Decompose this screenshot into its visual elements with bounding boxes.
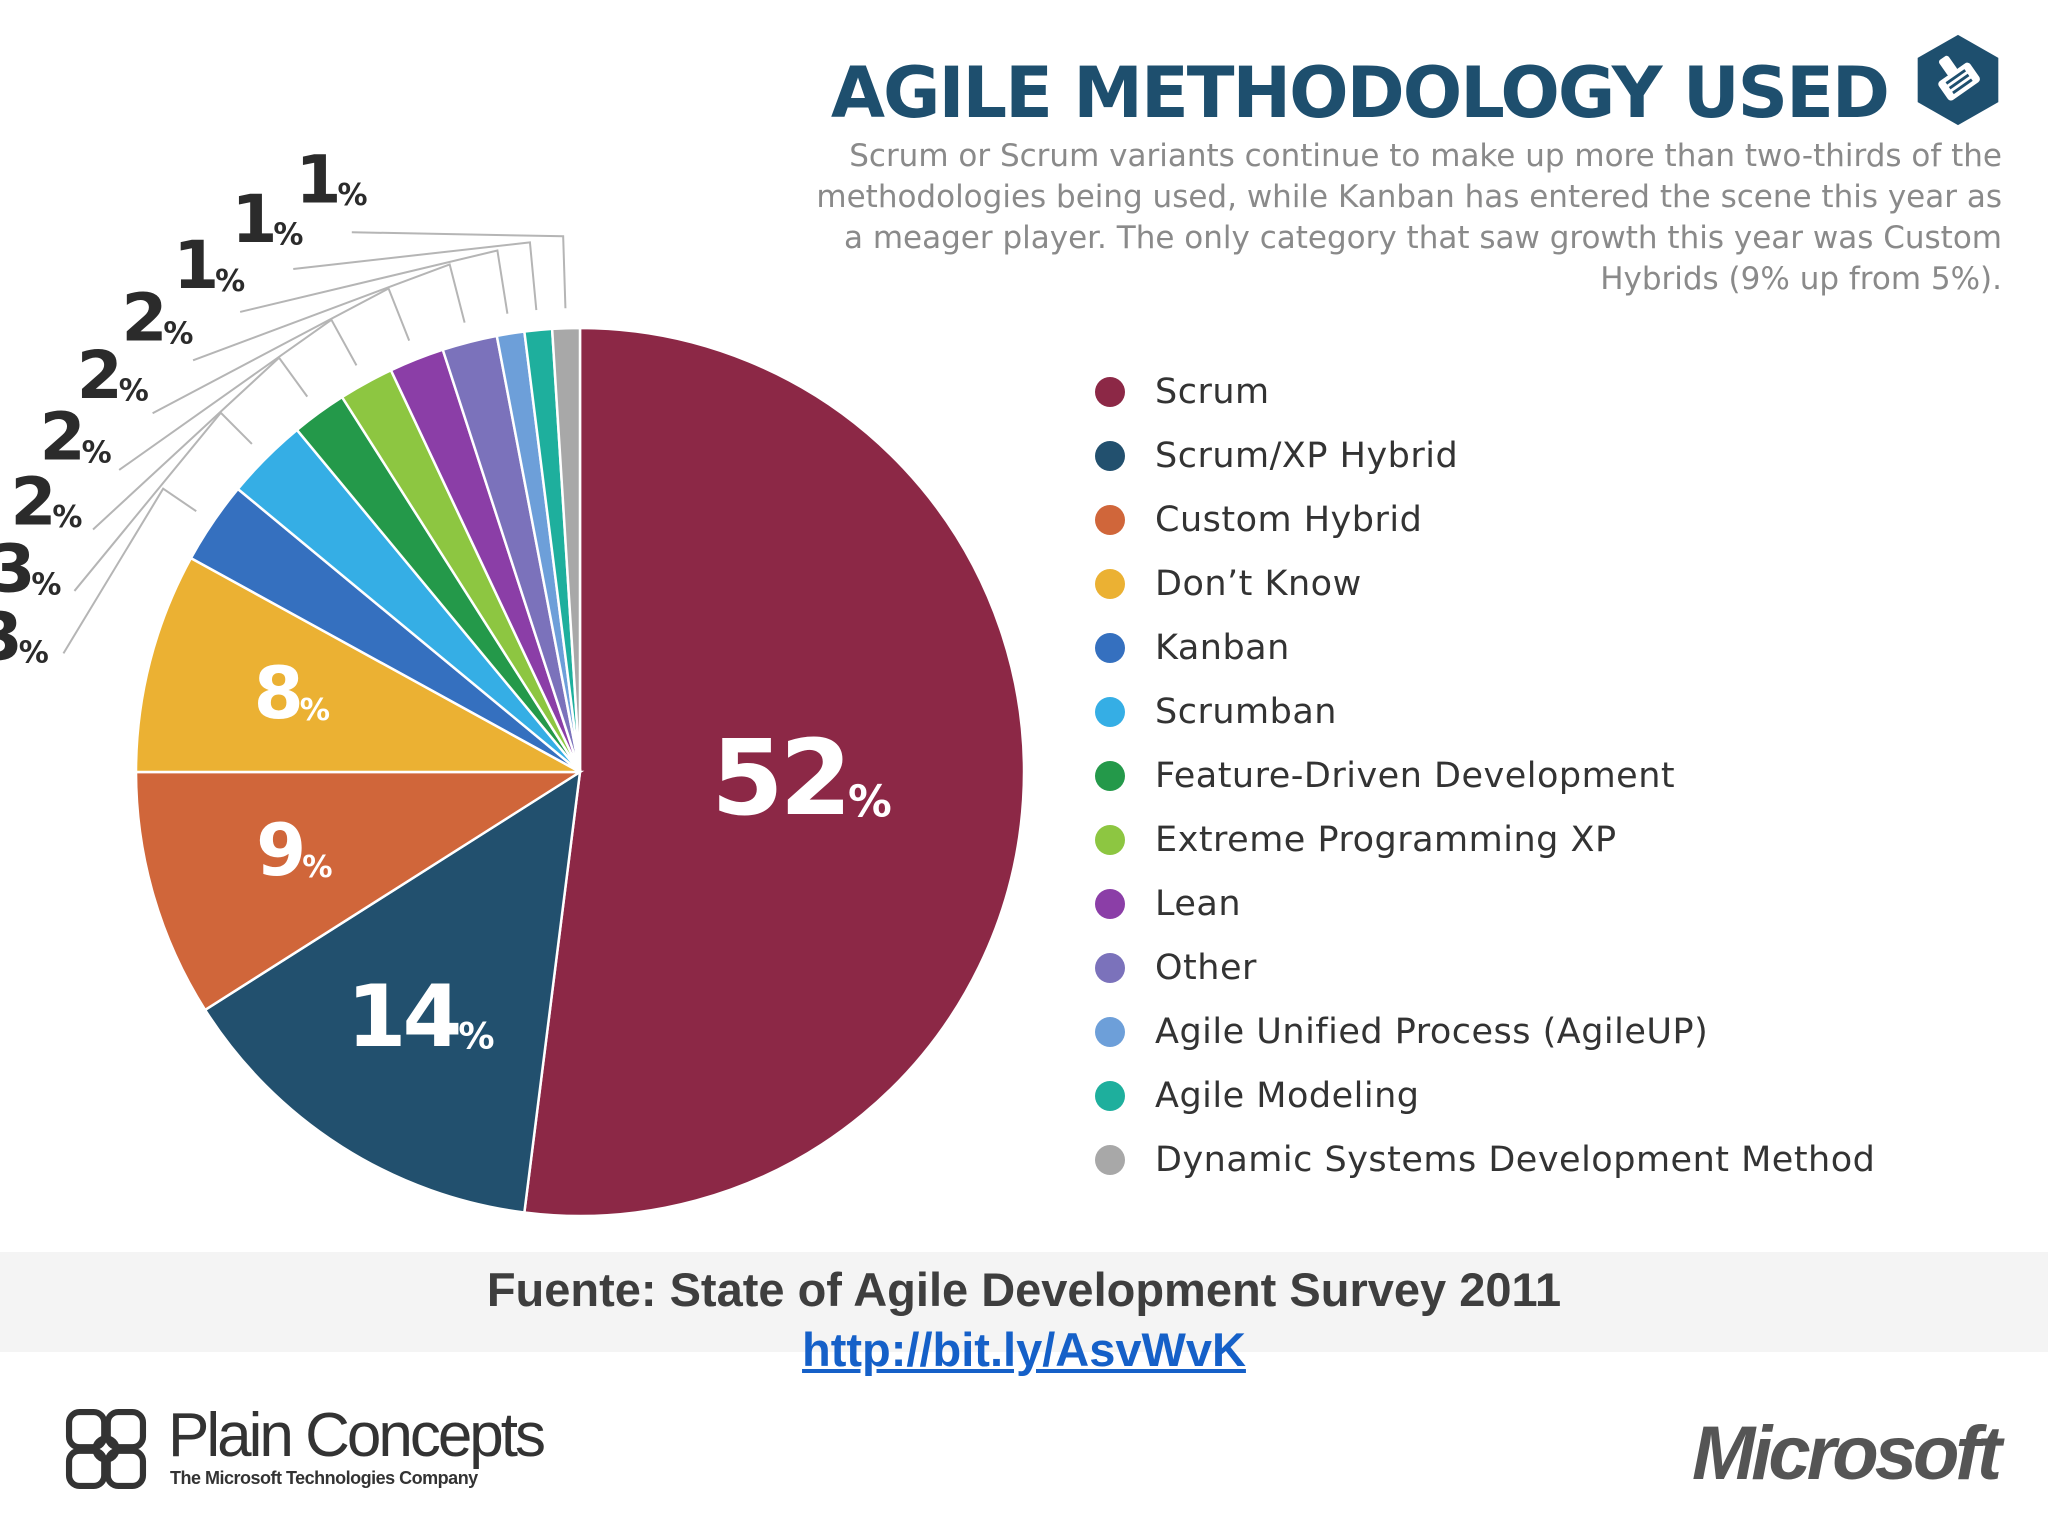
pie-slice-scrum-xp-hybrid	[203, 769, 582, 1214]
leader-line-other	[192, 263, 466, 362]
legend-item: Scrum/XP Hybrid	[1095, 424, 1875, 488]
legend-swatch	[1095, 633, 1125, 663]
chart-subtitle: Scrum or Scrum variants continue to make…	[742, 136, 2002, 300]
legend-item: Custom Hybrid	[1095, 488, 1875, 552]
legend-swatch	[1095, 953, 1125, 983]
data-label-lean: 2%	[77, 337, 149, 414]
legend-item: Agile Modeling	[1095, 1064, 1875, 1128]
leader-line-kanban	[62, 487, 197, 654]
leader-line-lean	[152, 287, 411, 415]
pie-slice-custom-hybrid	[134, 770, 585, 1012]
chart-title: AGILE METHODOLOGY USED	[830, 52, 1890, 134]
data-label-scrum: 52%	[711, 717, 892, 839]
legend-swatch	[1095, 377, 1125, 407]
data-label-dynamic-systems-development-method: 1%	[296, 141, 368, 218]
legend-label: Extreme Programming XP	[1155, 820, 1617, 860]
company-name: Plain Concepts	[168, 1401, 546, 1470]
chart-legend: Scrum Scrum/XP Hybrid Custom Hybrid Don’t K…	[1095, 360, 1875, 1192]
plain-concepts-logo-icon	[65, 1408, 147, 1490]
legend-swatch	[1095, 569, 1125, 599]
data-label-scrum-xp-hybrid: 14%	[347, 968, 495, 1068]
legend-swatch	[1095, 761, 1125, 791]
company-tagline: The Microsoft Technologies Company	[170, 1468, 478, 1488]
legend-swatch	[1095, 505, 1125, 535]
data-label-don-t-know: 8%	[254, 651, 330, 735]
legend-label: Custom Hybrid	[1155, 500, 1423, 540]
legend-label: Scrumban	[1155, 692, 1337, 732]
pie-slice-dynamic-systems-development-method	[550, 326, 582, 773]
legend-swatch	[1095, 1145, 1125, 1175]
legend-swatch	[1095, 1017, 1125, 1047]
pie-chart: 52%14%9%8%3%3%2%2%2%2%1%1%1%	[0, 141, 1026, 1218]
data-label-custom-hybrid: 9%	[256, 808, 332, 892]
legend-swatch	[1095, 889, 1125, 919]
subtitle-line: a meager player. The only category that …	[843, 220, 2002, 256]
leader-line-dynamic-systems-development-method	[351, 231, 567, 309]
data-label-agile-unified-process-agileup: 1%	[173, 227, 245, 304]
legend-label: Agile Modeling	[1155, 1076, 1420, 1116]
legend-swatch	[1095, 825, 1125, 855]
legend-label: Scrum/XP Hybrid	[1155, 436, 1459, 476]
legend-label: Lean	[1155, 884, 1242, 924]
survey-badge-icon	[1917, 34, 1999, 126]
legend-item: Agile Unified Process (AgileUP)	[1095, 1000, 1875, 1064]
legend-label: Don’t Know	[1155, 564, 1362, 604]
subtitle-line: methodologies being used, while Kanban h…	[816, 179, 2002, 215]
legend-item: Don’t Know	[1095, 552, 1875, 616]
pie-data-labels: 52%14%9%8%3%3%2%2%2%2%1%1%1%	[0, 141, 892, 1067]
source-band	[0, 1252, 2048, 1352]
data-label-extreme-programming-xp: 2%	[40, 399, 112, 476]
microsoft-logo: Microsoft	[1692, 1411, 2002, 1496]
legend-label: Kanban	[1155, 628, 1290, 668]
legend-swatch	[1095, 697, 1125, 727]
legend-item: Kanban	[1095, 616, 1875, 680]
legend-item: Scrum	[1095, 360, 1875, 424]
legend-swatch	[1095, 441, 1125, 471]
legend-label: Dynamic Systems Development Method	[1155, 1140, 1876, 1180]
data-label-kanban: 3%	[0, 599, 49, 676]
leader-line-agile-unified-process-agileup	[239, 249, 509, 314]
data-label-feature-driven-development: 2%	[10, 463, 82, 540]
pie-slice-don-t-know	[134, 556, 581, 774]
legend-item: Lean	[1095, 872, 1875, 936]
leader-line-agile-modeling	[293, 241, 538, 311]
legend-swatch	[1095, 1081, 1125, 1111]
legend-item: Dynamic Systems Development Method	[1095, 1128, 1875, 1192]
legend-label: Feature-Driven Development	[1155, 756, 1676, 796]
legend-item: Scrumban	[1095, 680, 1875, 744]
legend-label: Scrum	[1155, 372, 1270, 412]
legend-label: Agile Unified Process (AgileUP)	[1155, 1012, 1709, 1052]
subtitle-line: Scrum or Scrum variants continue to make…	[849, 138, 2002, 174]
data-label-scrumban: 3%	[0, 530, 61, 607]
pie-slices	[134, 326, 1026, 1218]
subtitle-line: Hybrids (9% up from 5%).	[1600, 261, 2002, 297]
data-label-other: 2%	[121, 279, 193, 356]
source-link[interactable]: http://bit.ly/AsvWvK	[802, 1323, 1246, 1376]
legend-label: Other	[1155, 948, 1257, 988]
legend-item: Extreme Programming XP	[1095, 808, 1875, 872]
source-citation: Fuente: State of Agile Development Surve…	[486, 1263, 1562, 1316]
legend-item: Other	[1095, 936, 1875, 1000]
pie-slice-scrum	[522, 326, 1026, 1218]
legend-item: Feature-Driven Development	[1095, 744, 1875, 808]
data-label-agile-modeling: 1%	[231, 181, 303, 258]
